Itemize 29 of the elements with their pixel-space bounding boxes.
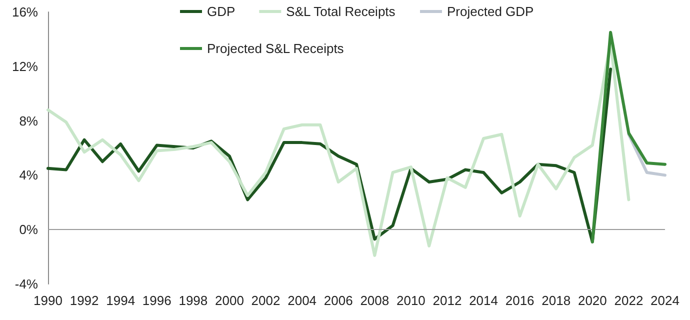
x-tick-label: 1992 <box>70 293 99 308</box>
x-tick-label: 2020 <box>578 293 607 308</box>
legend-label: Projected S&L Receipts <box>207 41 344 56</box>
x-tick-label: 1990 <box>34 293 62 308</box>
x-tick-label: 1998 <box>178 293 208 308</box>
y-tick-label: 12% <box>12 58 38 74</box>
line-series <box>590 30 666 244</box>
x-tick-label: 2010 <box>396 293 426 308</box>
x-tick-label: 1994 <box>106 293 136 308</box>
x-tick-label: 2002 <box>251 293 280 308</box>
y-tick-label: -4% <box>14 276 38 292</box>
y-tick-label: 4% <box>19 168 38 183</box>
x-tick-label: 2022 <box>614 293 644 308</box>
x-tick-label: 2012 <box>432 293 462 308</box>
x-tick-label: 2000 <box>215 293 244 308</box>
x-tick-label: 1996 <box>142 293 172 308</box>
x-tick-label: 2016 <box>505 293 534 308</box>
legend-label: Projected GDP <box>447 4 534 19</box>
y-tick-label: 0% <box>19 222 38 238</box>
x-tick-label: 2006 <box>324 293 353 308</box>
x-tick-label: 2014 <box>469 293 498 308</box>
y-tick-label: 8% <box>19 113 38 128</box>
legend-label: GDP <box>207 4 236 19</box>
x-tick-label: 2018 <box>542 293 571 308</box>
legend-label: S&L Total Receipts <box>286 4 396 19</box>
x-tick-label: 2008 <box>360 293 390 308</box>
y-tick-label: 16% <box>12 4 38 20</box>
x-tick-label: 2024 <box>650 293 680 308</box>
x-tick-label: 2004 <box>288 293 317 308</box>
